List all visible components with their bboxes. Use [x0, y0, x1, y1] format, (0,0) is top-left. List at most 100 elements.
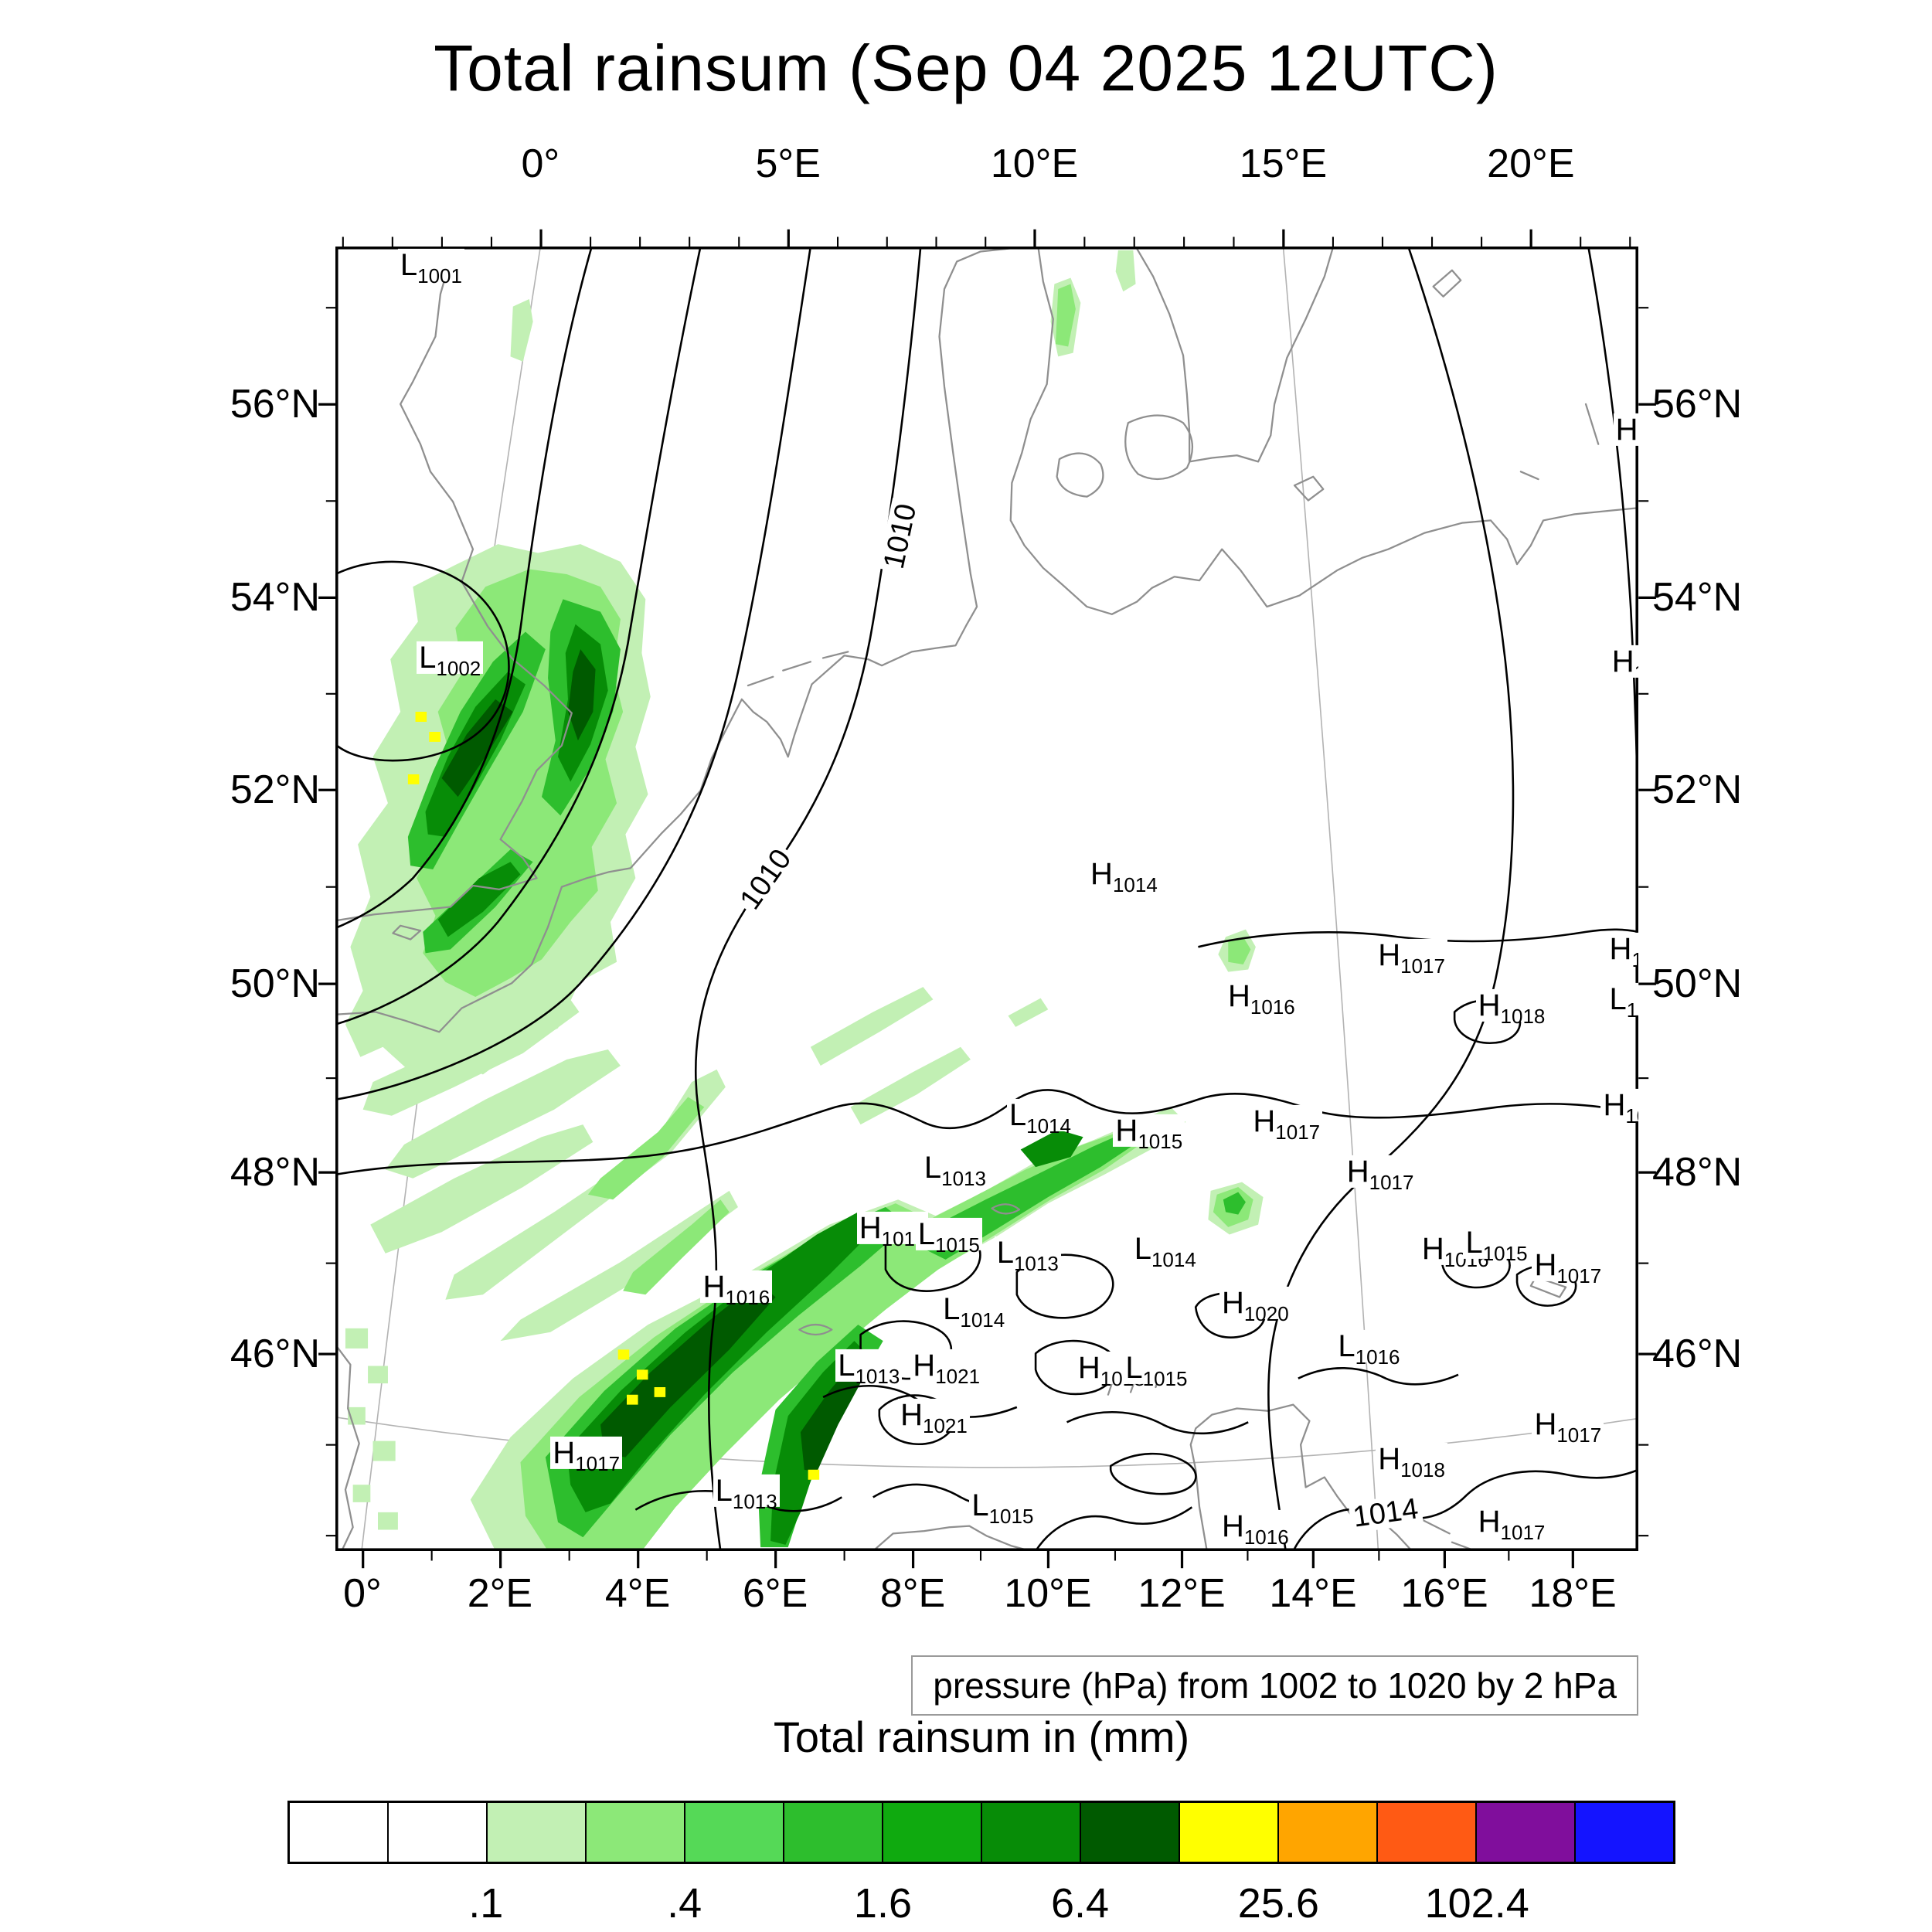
- pressure-letter: H: [553, 1435, 576, 1470]
- top-axis-label: 15°E: [1239, 141, 1328, 186]
- rain-shading-darkest: [441, 649, 863, 1473]
- pressure-high-label: H1021: [898, 1399, 970, 1436]
- colorbar-cell-2: [488, 1803, 587, 1862]
- contour-value-label: 1010: [732, 841, 799, 918]
- pressure-letter: H: [1115, 1113, 1138, 1148]
- pressure-low-label: L1013: [921, 1151, 988, 1189]
- pressure-letter: L: [943, 1291, 961, 1326]
- pressure-value: 1015: [1138, 1129, 1183, 1153]
- colorbar-cell-13: [1576, 1803, 1673, 1862]
- pressure-letter: H: [1603, 1088, 1626, 1123]
- pressure-letter: L: [715, 1473, 733, 1508]
- pressure-value: 1017: [1500, 1520, 1546, 1544]
- pressure-value: 1016: [1250, 995, 1295, 1019]
- colorbar-cell-4: [685, 1803, 784, 1862]
- pressure-letter: H: [1615, 413, 1638, 447]
- right-axis-label: 54°N: [1652, 575, 1743, 621]
- pressure-high-label: H1017: [1376, 938, 1447, 976]
- contour-value-label: 1010: [878, 498, 923, 575]
- bottom-axis-label: 16°E: [1400, 1571, 1488, 1616]
- colorbar-tick-label: 1.6: [853, 1880, 913, 1927]
- pressure-letter: L: [1609, 981, 1627, 1016]
- pressure-high-label: H1016: [1226, 979, 1298, 1017]
- right-axis-label: 56°N: [1652, 381, 1743, 427]
- pressure-letter: H: [1221, 1285, 1244, 1320]
- pressure-letter: H: [1534, 1406, 1557, 1441]
- pressure-letter: L: [1134, 1232, 1151, 1267]
- pressure-low-label: L1015: [969, 1488, 1036, 1526]
- pressure-letter: H: [1221, 1509, 1244, 1544]
- pressure-value: 1017: [1556, 1264, 1602, 1288]
- pressure-value: 1017: [1631, 947, 1638, 971]
- colorbar-tick-label: 25.6: [1237, 1880, 1319, 1927]
- pressure-label-layer: L1001L1002H1014H1017H1016H1018H1016H1016…: [335, 247, 1638, 1551]
- pressure-low-label: L1014: [1131, 1232, 1199, 1270]
- pressure-letter: H: [1534, 1248, 1557, 1283]
- pressure-letter: L: [1338, 1329, 1355, 1364]
- bottom-axis-label: 18°E: [1529, 1571, 1617, 1616]
- pressure-value: 1016: [1625, 1104, 1638, 1128]
- colorbar-cell-11: [1378, 1803, 1477, 1862]
- pressure-high-label: H1020: [1219, 1285, 1291, 1324]
- pressure-letter: L: [923, 1151, 942, 1185]
- colorbar-cell-1: [389, 1803, 488, 1862]
- bottom-axis-label: 12°E: [1138, 1571, 1226, 1616]
- pressure-high-label: H1016: [1609, 645, 1638, 682]
- pressure-value: 1014: [960, 1308, 1005, 1332]
- pressure-letter: H: [1077, 1350, 1100, 1385]
- pressure-letter: H: [1609, 931, 1632, 966]
- pressure-high-label: H1017: [550, 1435, 623, 1474]
- pressure-high-label: H1016: [1600, 1088, 1638, 1126]
- right-axis-label: 46°N: [1652, 1332, 1743, 1377]
- pressure-letter: L: [838, 1348, 855, 1383]
- pressure-letter: H: [1478, 988, 1501, 1022]
- pressure-value: 1015: [988, 1504, 1034, 1528]
- pressure-high-label: H1021: [910, 1348, 983, 1386]
- pressure-low-label: L1015: [1123, 1351, 1190, 1389]
- pressure-high-label: H1014: [1088, 857, 1160, 895]
- top-axis-label: 20°E: [1487, 141, 1575, 186]
- pressure-letter: L: [419, 640, 437, 675]
- pressure-high-label: H1016: [1613, 413, 1638, 451]
- pressure-letter: H: [1346, 1154, 1369, 1189]
- pressure-high-label: H1016: [700, 1269, 773, 1308]
- pressure-low-label: L1015: [1463, 1226, 1530, 1264]
- pressure-value: 1016: [725, 1285, 770, 1309]
- pressure-high-label: H1017: [1475, 1504, 1548, 1543]
- pressure-letter: H: [1228, 979, 1250, 1014]
- colorbar-tick-label: 102.4: [1424, 1880, 1529, 1927]
- pressure-value: 1017: [1369, 1170, 1414, 1194]
- pressure-value: 1013: [732, 1489, 777, 1513]
- pressure-low-label: L1014: [940, 1291, 1008, 1330]
- pressure-low-label: L1002: [417, 640, 484, 679]
- bottom-axis-label: 2°E: [467, 1571, 533, 1616]
- left-axis-label: 52°N: [230, 767, 320, 813]
- pressure-letter: L: [996, 1236, 1014, 1270]
- pressure-high-label: H1015: [1113, 1113, 1185, 1151]
- pressure-value: 1021: [935, 1364, 981, 1388]
- legend-title: Total rainsum in (mm): [773, 1713, 1190, 1761]
- pressure-value: 1013: [941, 1167, 986, 1191]
- colorbar-tick-label: .4: [667, 1880, 702, 1927]
- pressure-letter: L: [400, 247, 418, 282]
- pressure-low-label: L1013: [835, 1348, 903, 1386]
- pressure-high-label: H1018: [1475, 988, 1548, 1026]
- pressure-low-label: L1015: [1607, 981, 1638, 1020]
- left-axis-label: 46°N: [230, 1332, 320, 1377]
- pressure-value: 1015: [1142, 1366, 1188, 1390]
- bottom-axis-label: 4°E: [604, 1571, 671, 1616]
- colorbar-tick-label: .1: [468, 1880, 504, 1927]
- pressure-letter: H: [1253, 1104, 1276, 1139]
- top-axis-label: 10°E: [990, 141, 1079, 186]
- pressure-letter: H: [1478, 1504, 1501, 1539]
- pressure-value: 1014: [1026, 1114, 1071, 1138]
- map-canvas: [335, 247, 1638, 1551]
- pressure-letter: H: [913, 1348, 936, 1383]
- pressure-value: 1018: [1400, 1458, 1445, 1482]
- colorbar-cell-5: [784, 1803, 883, 1862]
- left-axis-label: 48°N: [230, 1149, 320, 1195]
- coastlines: [335, 247, 1638, 1551]
- pressure-low-label: L1013: [994, 1236, 1061, 1274]
- contour-caption: pressure (hPa) from 1002 to 1020 by 2 hP…: [911, 1655, 1638, 1716]
- pressure-letter: H: [702, 1269, 726, 1304]
